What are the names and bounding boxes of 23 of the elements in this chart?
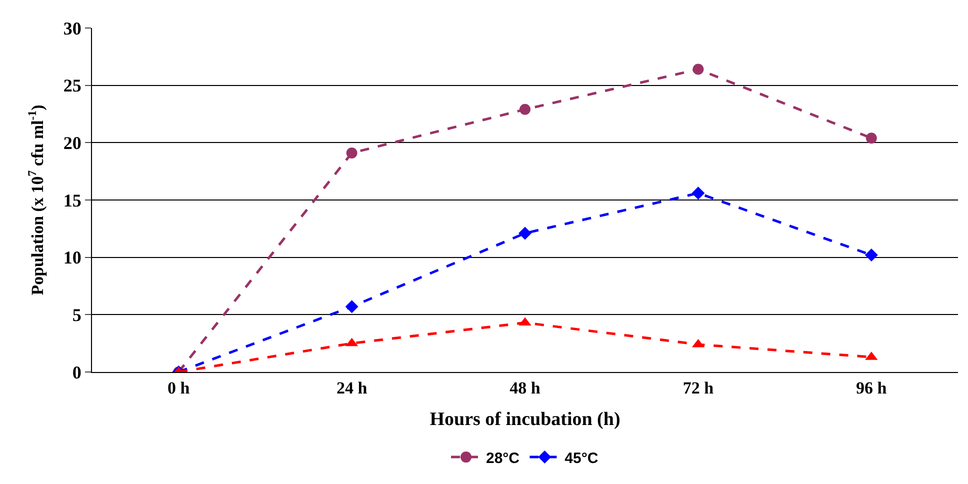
y-tick-label: 5 xyxy=(72,304,82,325)
point xyxy=(345,300,358,314)
y-tick-label: 25 xyxy=(63,76,82,96)
point xyxy=(520,104,530,115)
y-tick-label: 10 xyxy=(63,248,82,268)
x-tick-label: 24 h xyxy=(336,378,368,398)
point xyxy=(864,248,878,262)
x-tick-label: 0 h xyxy=(167,378,190,398)
x-axis-title: Hours of incubation (h) xyxy=(430,409,620,430)
x-tick-label: 48 h xyxy=(510,378,541,398)
legend-label: 28°C xyxy=(486,450,520,467)
x-tick-label: 72 h xyxy=(682,378,714,398)
legend-label: 45°C xyxy=(564,450,598,467)
y-tick-label: 15 xyxy=(63,190,82,210)
point xyxy=(866,132,877,144)
point xyxy=(692,186,705,200)
y-tick-label: 30 xyxy=(63,18,82,38)
point xyxy=(518,226,532,240)
point xyxy=(692,64,704,75)
y-tick-label: 0 xyxy=(72,362,82,382)
point xyxy=(346,147,358,158)
x-tick-label: 96 h xyxy=(856,378,888,398)
y-tick-label: 20 xyxy=(63,132,82,153)
